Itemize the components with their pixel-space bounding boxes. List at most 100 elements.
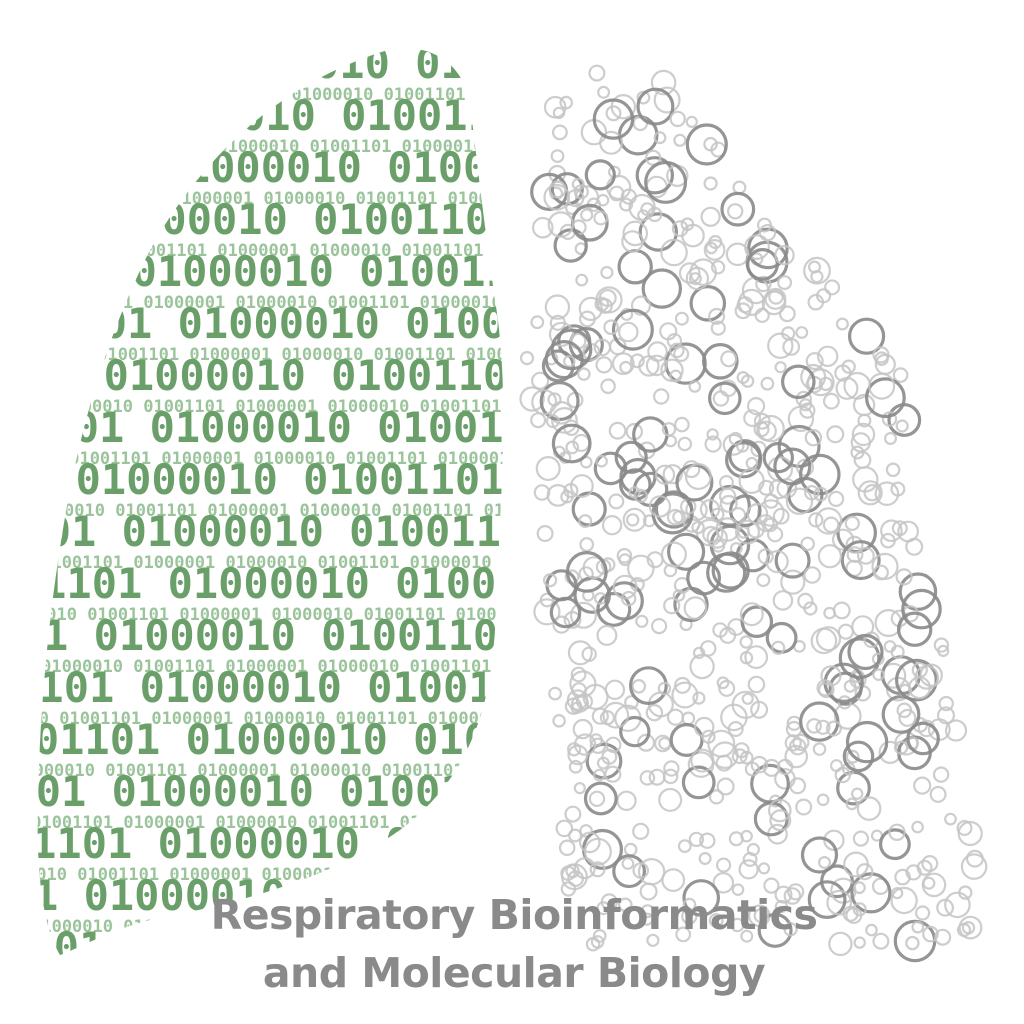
bubble: [756, 514, 775, 533]
bubble: [677, 436, 693, 452]
bubble: [579, 537, 595, 552]
bubble: [873, 564, 889, 581]
bubble: [740, 929, 754, 943]
bubble: [883, 432, 897, 446]
bubble: [601, 515, 623, 536]
bubble: [712, 871, 735, 894]
bubble: [916, 859, 933, 876]
bubble: [617, 321, 639, 343]
bubble: [856, 796, 882, 821]
bubble: [608, 493, 625, 510]
bubble: [795, 798, 813, 816]
bubble: [890, 481, 906, 497]
binary-row-small: 01001101 01000010 01001101 01000001 0100…: [0, 501, 1024, 521]
bubble: [891, 520, 908, 537]
bubble: [551, 407, 578, 434]
bubble: [617, 897, 633, 913]
bubble: [739, 602, 764, 627]
bubble: [712, 622, 728, 638]
bubble: [895, 658, 938, 702]
bubble: [757, 862, 771, 875]
bubble: [616, 547, 633, 564]
bubble: [911, 820, 924, 834]
bubble: [632, 416, 669, 453]
bubble: [673, 133, 687, 147]
bubble: [666, 508, 684, 526]
bubble: [744, 234, 770, 261]
bubble: [852, 466, 879, 493]
bubble: [575, 273, 589, 287]
bubble: [798, 453, 841, 496]
bubble: [671, 220, 689, 238]
bubble: [640, 904, 655, 919]
bubble: [832, 601, 851, 620]
bubble: [519, 351, 535, 366]
bubble: [530, 412, 547, 429]
bubble: [773, 447, 812, 486]
bubble: [736, 371, 750, 385]
bubble: [708, 789, 725, 805]
bubble: [762, 758, 781, 777]
bubble: [559, 95, 573, 110]
bubble: [628, 486, 641, 499]
bubble: [815, 626, 842, 652]
bubble: [896, 702, 913, 719]
bubble: [716, 777, 735, 796]
bubble: [605, 105, 622, 122]
bubble: [628, 193, 656, 222]
binary-row-small: 01001101 01000010 01001101 01000001 0100…: [0, 553, 1024, 573]
bubble: [533, 598, 561, 626]
bubble: [807, 293, 825, 311]
bubble: [758, 479, 775, 496]
bubble: [766, 526, 784, 543]
bubble: [555, 819, 574, 838]
bubble: [956, 922, 972, 938]
bubble: [845, 749, 860, 764]
bubble: [695, 518, 724, 547]
bubble: [707, 381, 742, 416]
bubble: [746, 397, 766, 416]
bubble: [579, 310, 596, 328]
bubble: [684, 463, 712, 491]
bubble: [774, 361, 787, 374]
bubble: [738, 859, 759, 880]
bubble: [746, 247, 779, 281]
bubble: [898, 708, 917, 727]
bubble: [767, 332, 794, 359]
bubble: [760, 376, 775, 391]
bubble: [546, 484, 570, 507]
bubble: [772, 590, 794, 611]
bubble: [592, 98, 635, 140]
bubble: [660, 238, 688, 267]
bubble: [588, 790, 606, 808]
bubble: [851, 422, 876, 447]
bubble: [692, 646, 706, 660]
bubble: [699, 832, 716, 849]
bubble: [661, 422, 677, 437]
bubble: [897, 611, 933, 647]
bubble: [774, 899, 788, 914]
bubble: [806, 718, 822, 734]
bubble: [612, 574, 638, 600]
bubble: [816, 679, 834, 697]
bubble: [683, 596, 708, 620]
bubble: [578, 514, 593, 529]
bubble: [646, 933, 660, 947]
bubble: [604, 765, 622, 783]
bubble: [744, 645, 769, 669]
bubble: [703, 238, 726, 261]
bubble: [589, 861, 606, 878]
binary-row-large: 01001101 01000010 01001101 01000001 0100…: [0, 195, 1024, 244]
bubble: [620, 188, 637, 205]
bubble: [653, 388, 670, 405]
bubble: [825, 720, 842, 737]
bubble: [568, 759, 583, 774]
bubble: [944, 812, 957, 826]
bubble: [678, 262, 701, 284]
bubble: [739, 750, 754, 765]
bubble: [847, 317, 886, 355]
bubble: [669, 369, 683, 383]
bubble: [567, 744, 589, 766]
bubble: [813, 486, 829, 502]
bubble: [519, 386, 545, 412]
